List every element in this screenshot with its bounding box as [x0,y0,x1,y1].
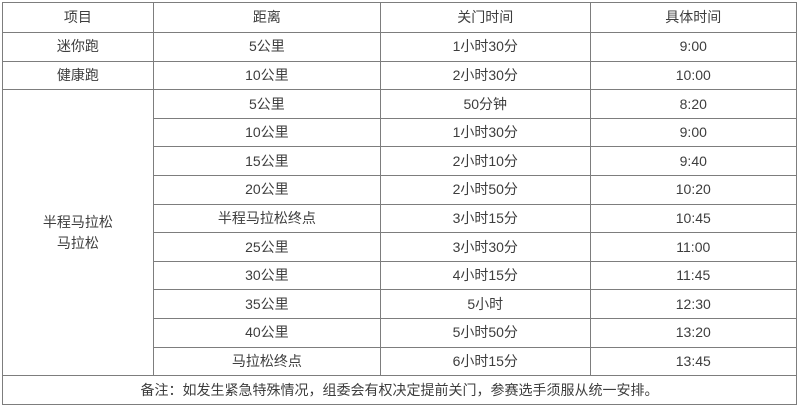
cell-close-time: 2小时10分 [379,146,591,176]
cell-exact-time: 9:00 [589,32,798,62]
table-row: 马拉松终点 6小时15分 13:45 [3,346,798,377]
column-header-close-time: 关门时间 [379,2,591,33]
merged-item-line: 半程马拉松 [42,213,113,230]
note-row: 备注：如发生紧急特殊情况，组委会有权决定提前关门，参赛选手须服从统一安排。 [2,375,797,405]
cell-close-time: 5小时 [379,289,591,319]
cell-distance: 10公里 [152,60,381,91]
cell-item: 健康跑 [2,60,154,91]
cell-close-time: 50分钟 [379,89,591,119]
table-row: 20公里 2小时50分 10:20 [3,174,798,205]
cell-distance: 25公里 [152,232,381,262]
cell-exact-time: 9:00 [589,117,798,148]
table-row: 迷你跑 5公里 1小时30分 9:00 [2,32,798,62]
cell-distance: 5公里 [152,89,381,119]
table-note: 备注：如发生紧急特殊情况，组委会有权决定提前关门，参赛选手须服从统一安排。 [2,375,797,405]
table-row: 健康跑 10公里 2小时30分 10:00 [2,60,798,91]
cell-item: 迷你跑 [2,32,154,62]
cell-close-time: 1小时30分 [379,117,591,148]
header-row: 项目 距离 关门时间 具体时间 [2,2,798,33]
cell-item-merged: 半程马拉松 马拉松 [2,89,154,377]
schedule-table: 项目 距离 关门时间 具体时间 迷你跑 5公里 1小时30分 9:00 健康跑 … [2,2,798,405]
cell-close-time: 5小时50分 [379,317,591,348]
cell-exact-time: 10:45 [589,203,798,234]
cell-close-time: 6小时15分 [379,346,591,377]
cell-close-time: 4小时15分 [379,260,591,291]
cell-close-time: 1小时30分 [379,32,591,62]
schedule-table-container: 项目 距离 关门时间 具体时间 迷你跑 5公里 1小时30分 9:00 健康跑 … [2,2,798,405]
table-row: 半程马拉松 马拉松 5公里 50分钟 8:20 [2,89,798,377]
table-row: 25公里 3小时30分 11:00 [3,232,798,262]
column-header-distance: 距离 [152,2,381,33]
cell-close-time: 2小时30分 [379,60,591,91]
cell-distance: 35公里 [152,289,381,319]
table-row: 35公里 5小时 12:30 [3,289,798,319]
cell-distance: 10公里 [152,117,381,148]
column-header-item: 项目 [2,2,154,33]
cell-distance: 15公里 [152,146,381,176]
column-header-exact-time: 具体时间 [589,2,798,33]
cell-exact-time: 11:45 [589,260,798,291]
cell-exact-time: 10:20 [589,174,798,205]
cell-distance: 30公里 [152,260,381,291]
cell-distance: 半程马拉松终点 [152,203,381,234]
cell-exact-time: 12:30 [589,289,798,319]
cell-exact-time: 11:00 [589,232,798,262]
cell-exact-time: 8:20 [589,89,798,119]
cell-exact-time: 9:40 [589,146,798,176]
cell-close-time: 2小时50分 [379,174,591,205]
cell-close-time: 3小时15分 [379,203,591,234]
cell-distance: 20公里 [152,174,381,205]
table-row: 10公里 1小时30分 9:00 [3,117,798,148]
cell-exact-time: 10:00 [589,60,798,91]
cell-close-time: 3小时30分 [379,232,591,262]
cell-distance: 40公里 [152,317,381,348]
merged-item-line: 马拉松 [56,234,99,251]
cell-exact-time: 13:45 [589,346,798,377]
cell-distance: 马拉松终点 [152,346,381,377]
cell-exact-time: 13:20 [589,317,798,348]
table-row: 15公里 2小时10分 9:40 [3,146,798,176]
table-row: 40公里 5小时50分 13:20 [3,317,798,348]
cell-distance: 5公里 [152,32,381,62]
table-row: 半程马拉松终点 3小时15分 10:45 [3,203,798,234]
